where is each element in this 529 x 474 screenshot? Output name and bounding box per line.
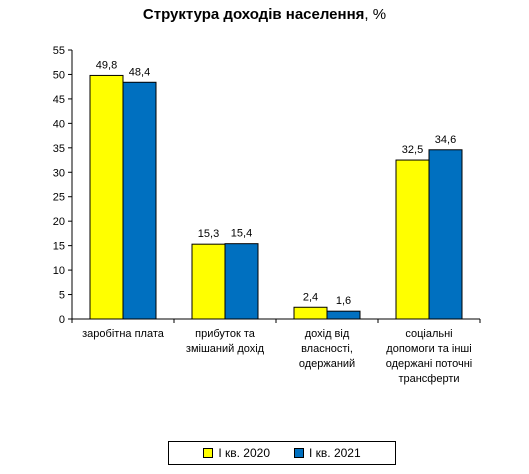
y-tick-label: 35 bbox=[53, 143, 65, 155]
bar bbox=[89, 74, 124, 320]
data-label: 48,4 bbox=[129, 66, 150, 78]
bar bbox=[122, 81, 157, 320]
y-tick-label: 50 bbox=[53, 69, 65, 81]
chart-title-unit: , % bbox=[364, 6, 387, 23]
y-tick-label: 40 bbox=[53, 118, 65, 130]
y-tick-label: 15 bbox=[53, 241, 65, 253]
data-label: 1,6 bbox=[336, 295, 351, 307]
data-label: 32,5 bbox=[402, 144, 423, 156]
y-tick-label: 30 bbox=[53, 167, 65, 179]
bar bbox=[191, 243, 226, 320]
data-label: 15,3 bbox=[198, 228, 219, 240]
legend-label-2021: І кв. 2021 bbox=[309, 446, 361, 460]
legend-item-2020: І кв. 2020 bbox=[203, 446, 270, 460]
y-tick-label: 5 bbox=[59, 290, 65, 302]
chart-title-main: Структура доходів населення bbox=[142, 6, 365, 23]
bar bbox=[428, 149, 463, 320]
x-category-label: заробітна плата bbox=[82, 328, 165, 340]
bar bbox=[326, 310, 361, 320]
legend-item-2021: І кв. 2021 bbox=[294, 446, 361, 460]
legend-swatch-2021 bbox=[294, 448, 304, 458]
y-tick-label: 20 bbox=[53, 216, 65, 228]
x-category-label: дохід від власності, одержаний bbox=[299, 328, 355, 370]
x-category-label: прибуток та змішаний дохід bbox=[186, 328, 265, 355]
data-label: 15,4 bbox=[231, 228, 252, 240]
y-tick-label: 25 bbox=[53, 192, 65, 204]
y-tick-label: 55 bbox=[53, 45, 65, 57]
bar bbox=[395, 159, 430, 320]
legend-label-2020: І кв. 2020 bbox=[218, 446, 270, 460]
legend: І кв. 2020 І кв. 2021 bbox=[168, 441, 396, 465]
data-label: 2,4 bbox=[303, 291, 318, 303]
data-label: 34,6 bbox=[435, 134, 456, 146]
data-label: 49,8 bbox=[96, 59, 117, 71]
y-tick-label: 0 bbox=[59, 314, 65, 326]
x-category-label: соціальні допомоги та інші одержані поточн… bbox=[386, 328, 472, 385]
bar bbox=[224, 243, 259, 320]
y-tick-label: 10 bbox=[53, 265, 65, 277]
chart-title: Структура доходів населення, % bbox=[0, 6, 529, 23]
bar bbox=[293, 306, 328, 320]
bar-chart: 0 5 10 15 20 25 30 35 40 45 50 55 49,8 48,4 заробітна … bbox=[53, 45, 481, 385]
legend-swatch-2020 bbox=[203, 448, 214, 458]
y-tick-label: 45 bbox=[53, 94, 65, 106]
